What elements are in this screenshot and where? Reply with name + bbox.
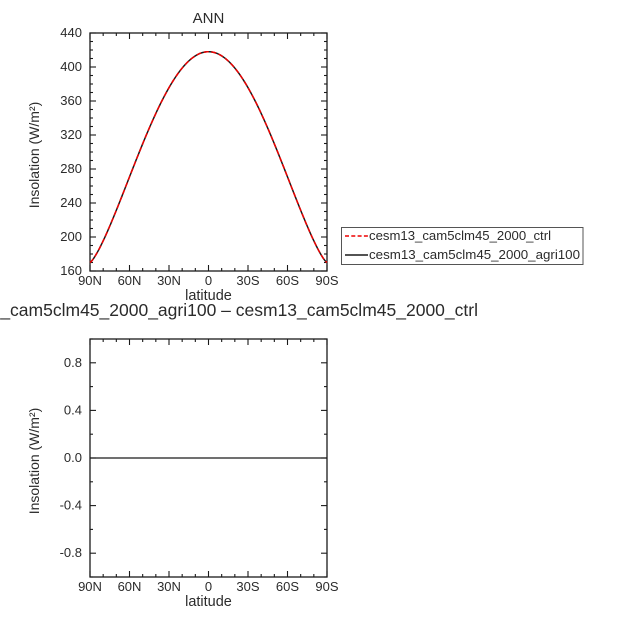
svg-text:cesm13_cam5clm45_2000_ctrl: cesm13_cam5clm45_2000_ctrl (369, 228, 551, 243)
svg-text:320: 320 (60, 127, 82, 142)
svg-text:60N: 60N (118, 579, 142, 594)
svg-text:280: 280 (60, 161, 82, 176)
svg-text:30N: 30N (157, 579, 181, 594)
svg-text:Insolation (W/m²): Insolation (W/m²) (26, 102, 42, 209)
svg-text:0.4: 0.4 (64, 402, 82, 417)
svg-text:cesm13_cam5clm45_2000_agri100: cesm13_cam5clm45_2000_agri100 (369, 247, 580, 262)
svg-text:Insolation (W/m²): Insolation (W/m²) (26, 408, 42, 515)
svg-text:cesm13_cam5clm45_2000_agri100: cesm13_cam5clm45_2000_agri100 – cesm13_c… (0, 300, 478, 321)
svg-text:400: 400 (60, 59, 82, 74)
svg-text:30S: 30S (236, 273, 259, 288)
svg-text:90N: 90N (78, 579, 102, 594)
svg-text:90S: 90S (315, 579, 338, 594)
svg-text:-0.8: -0.8 (60, 545, 82, 560)
svg-text:30N: 30N (157, 273, 181, 288)
svg-text:90S: 90S (315, 273, 338, 288)
svg-text:200: 200 (60, 229, 82, 244)
svg-text:ANN: ANN (193, 10, 225, 27)
svg-text:240: 240 (60, 195, 82, 210)
svg-text:0: 0 (205, 273, 212, 288)
svg-text:0: 0 (205, 579, 212, 594)
svg-text:60S: 60S (276, 273, 299, 288)
svg-text:0.0: 0.0 (64, 450, 82, 465)
svg-text:latitude: latitude (185, 594, 232, 610)
svg-text:360: 360 (60, 93, 82, 108)
svg-text:0.8: 0.8 (64, 355, 82, 370)
svg-text:440: 440 (60, 25, 82, 40)
svg-text:90N: 90N (78, 273, 102, 288)
svg-text:60N: 60N (118, 273, 142, 288)
svg-text:60S: 60S (276, 579, 299, 594)
svg-text:-0.4: -0.4 (60, 498, 82, 513)
svg-text:30S: 30S (236, 579, 259, 594)
